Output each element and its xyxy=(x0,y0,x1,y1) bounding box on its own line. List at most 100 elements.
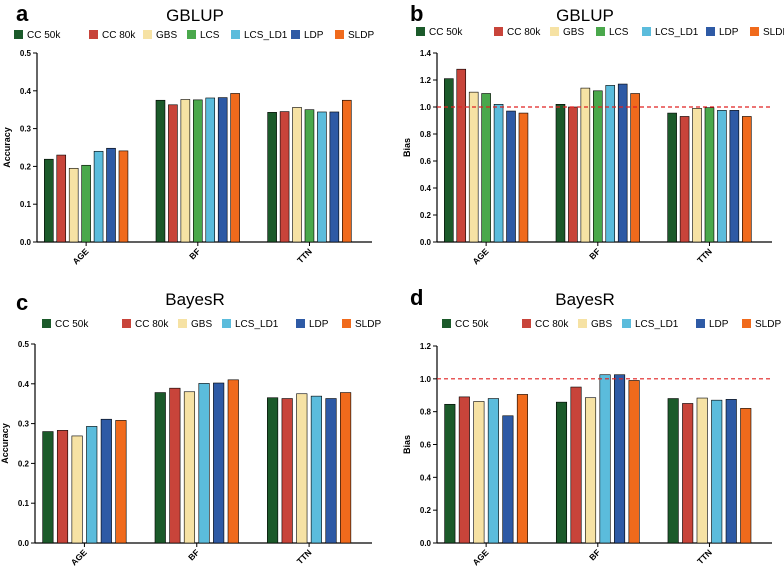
y-tick-label: 0.5 xyxy=(18,340,30,349)
legend-item: LDP xyxy=(296,319,329,330)
legend-item: LCS_LD1 xyxy=(231,30,288,41)
x-tick-label: AGE xyxy=(470,246,490,266)
bar xyxy=(605,85,616,243)
y-tick-label: 0.5 xyxy=(20,49,32,58)
legend-label: CC 50k xyxy=(455,319,489,330)
bar xyxy=(68,167,79,243)
bar xyxy=(555,401,568,544)
chart-title: GBLUP xyxy=(166,6,224,25)
x-tick-label: AGE xyxy=(470,547,490,567)
bar xyxy=(717,110,727,243)
bar xyxy=(630,93,640,243)
bar xyxy=(279,111,290,243)
legend-item: CC 50k xyxy=(442,319,489,330)
legend-item: LCS_LD1 xyxy=(642,27,699,38)
legend-label: GBS xyxy=(591,319,612,330)
legend-item: CC 50k xyxy=(416,27,463,38)
bar xyxy=(679,116,690,243)
legend-swatch xyxy=(291,30,300,39)
legend-swatch xyxy=(416,27,425,36)
bar xyxy=(682,403,694,544)
bar xyxy=(154,392,166,544)
legend-label: SLDP xyxy=(355,319,381,330)
legend-item: GBS xyxy=(178,319,212,330)
bar xyxy=(71,435,83,544)
legend-item: LCS xyxy=(187,30,220,41)
x-tick-label: TTN xyxy=(295,547,314,566)
y-tick-label: 0.6 xyxy=(420,157,432,166)
bar xyxy=(168,104,178,243)
bar xyxy=(296,393,308,544)
legend-label: CC 80k xyxy=(135,319,169,330)
y-tick-label: 0.1 xyxy=(18,499,30,508)
x-tick-label: BF xyxy=(587,547,602,562)
bar xyxy=(518,112,529,243)
y-tick-label: 0.2 xyxy=(20,162,32,171)
y-tick-label: 0.8 xyxy=(420,408,432,417)
legend: CC 50k CC 80k GBS LCS_LD1 LDP SLDP xyxy=(42,319,381,330)
legend-item: GBS xyxy=(550,27,584,38)
bar xyxy=(487,398,499,544)
bar xyxy=(481,93,491,243)
legend-item: GBS xyxy=(143,30,177,41)
chart-panel-b: b GBLUP CC 50k CC 80k GBS LCS LCS_LD1 LDP SLDP 0.… xyxy=(402,1,784,266)
legend-label: CC 50k xyxy=(55,319,89,330)
bar xyxy=(56,154,67,243)
y-tick-label: 0.2 xyxy=(18,459,30,468)
bar xyxy=(183,391,196,544)
legend-label: SLDP xyxy=(755,319,781,330)
legend-label: CC 80k xyxy=(535,319,569,330)
bar xyxy=(227,379,239,544)
legend-swatch xyxy=(696,319,705,328)
bar xyxy=(342,99,352,243)
chart-title: BayesR xyxy=(165,290,225,309)
y-axis-label: Bias xyxy=(402,435,412,454)
bar xyxy=(42,431,54,544)
legend-label: LDP xyxy=(719,27,739,38)
legend-swatch xyxy=(89,30,98,39)
legend-item: SLDP xyxy=(335,30,374,41)
bar xyxy=(568,106,578,243)
x-tick-label: TTN xyxy=(695,246,714,265)
bar xyxy=(506,110,516,243)
y-tick-label: 0.4 xyxy=(18,380,30,389)
legend-swatch xyxy=(442,319,451,328)
panel-letter: b xyxy=(410,1,423,26)
y-tick-label: 0.2 xyxy=(420,506,432,515)
bar xyxy=(617,83,628,243)
bar xyxy=(230,93,240,243)
bar xyxy=(56,430,69,544)
bar xyxy=(444,78,454,243)
y-tick-label: 0.0 xyxy=(18,539,30,548)
legend-swatch xyxy=(706,27,715,36)
legend-swatch xyxy=(143,30,152,39)
y-axis-label: Accuracy xyxy=(0,423,10,464)
legend-item: SLDP xyxy=(342,319,381,330)
bar xyxy=(593,90,603,243)
legend-swatch xyxy=(642,27,651,36)
legend-swatch xyxy=(622,319,631,328)
bar xyxy=(106,147,116,243)
bar xyxy=(213,382,225,544)
legend-item: CC 80k xyxy=(89,30,136,41)
y-tick-label: 0.8 xyxy=(420,130,432,139)
bar xyxy=(444,403,456,544)
legend-label: LCS xyxy=(609,27,629,38)
legend-swatch xyxy=(342,319,351,328)
legend-swatch xyxy=(494,27,503,36)
legend-item: SLDP xyxy=(750,27,784,38)
bar xyxy=(205,97,216,243)
bar xyxy=(516,394,528,544)
bar xyxy=(667,398,679,544)
y-axis-label: Bias xyxy=(402,138,412,157)
bar xyxy=(493,104,504,243)
x-tick-label: AGE xyxy=(69,547,89,567)
legend-swatch xyxy=(296,319,305,328)
bar xyxy=(599,374,611,544)
bar xyxy=(267,397,279,544)
legend-swatch xyxy=(522,319,531,328)
bar xyxy=(740,408,752,544)
bar xyxy=(456,68,467,243)
legend-label: SLDP xyxy=(763,27,784,38)
